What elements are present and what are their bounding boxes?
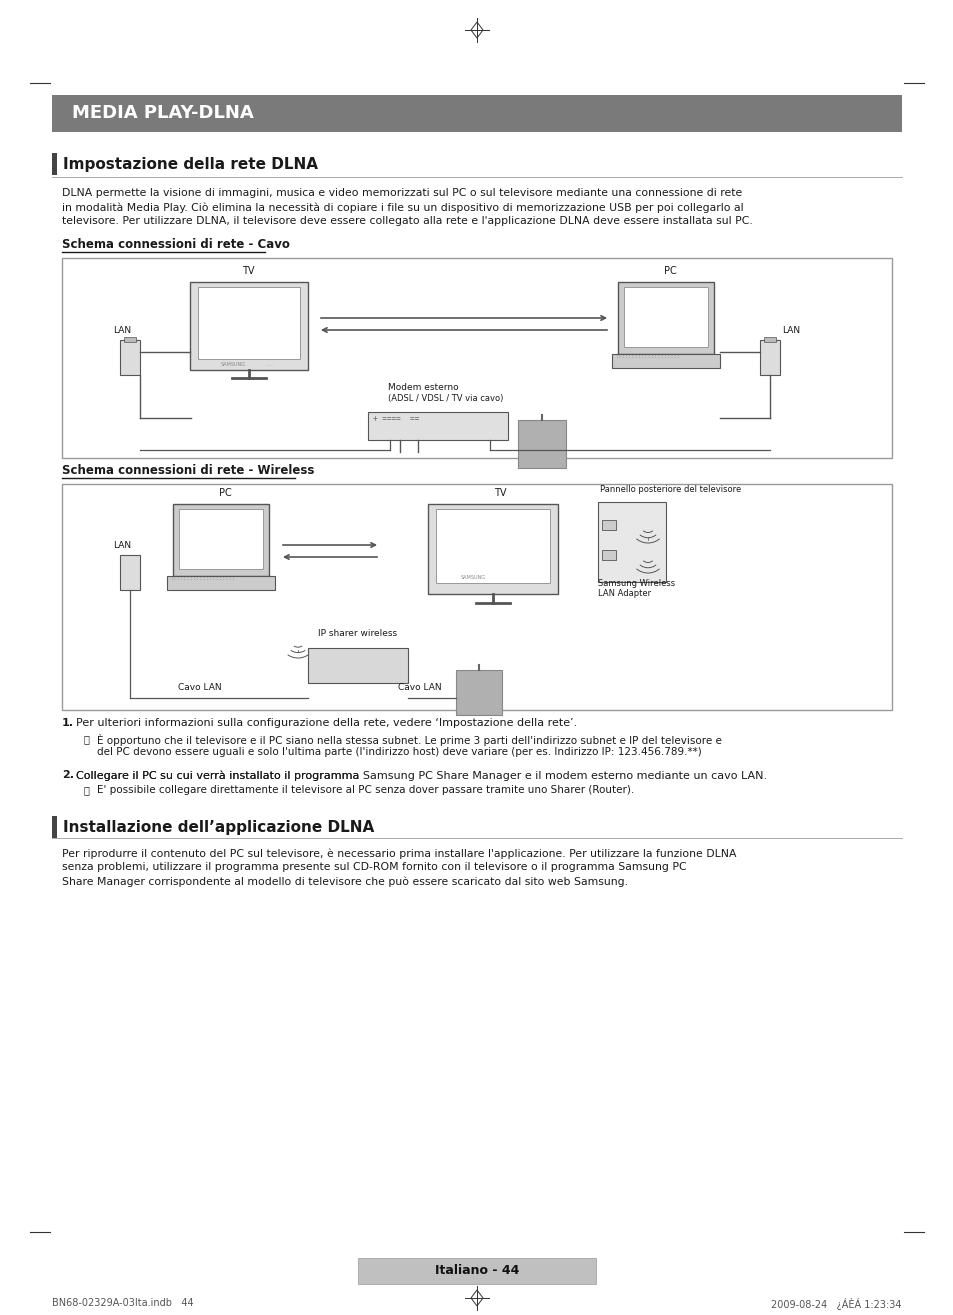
Text: Schema connessioni di rete - Cavo: Schema connessioni di rete - Cavo (62, 238, 290, 251)
Text: IP sharer wireless: IP sharer wireless (318, 629, 397, 638)
Bar (368, 412, 507, 441)
Text: senza problemi, utilizzare il programma presente sul CD-ROM fornito con il telev: senza problemi, utilizzare il programma … (62, 863, 686, 872)
Text: MEDIA PLAY-DLNA: MEDIA PLAY-DLNA (71, 104, 253, 122)
Bar (120, 555, 140, 590)
Text: Italiano - 44: Italiano - 44 (435, 1265, 518, 1277)
Text: in modalità Media Play. Ciò elimina la necessità di copiare i file su un disposi: in modalità Media Play. Ciò elimina la n… (62, 203, 742, 213)
Text: LAN Adapter: LAN Adapter (598, 589, 651, 598)
Text: Cavo LAN: Cavo LAN (178, 682, 221, 692)
Text: Modem esterno: Modem esterno (388, 383, 458, 392)
Text: E' possibile collegare direttamente il televisore al PC senza dover passare tram: E' possibile collegare direttamente il t… (97, 785, 634, 796)
Bar (308, 648, 408, 682)
Bar (172, 504, 269, 576)
Bar (601, 519, 616, 530)
Text: Impostazione della rete DLNA: Impostazione della rete DLNA (63, 156, 317, 171)
Text: Pannello posteriore del televisore: Pannello posteriore del televisore (599, 485, 740, 494)
Text: ------: ------ (266, 363, 274, 367)
Bar (601, 550, 616, 560)
Text: del PC devono essere uguali e solo l'ultima parte (l'indirizzo host) deve variar: del PC devono essere uguali e solo l'ult… (97, 747, 701, 757)
Bar (760, 341, 780, 375)
Bar (179, 509, 263, 569)
Text: SAMSUNG: SAMSUNG (220, 362, 245, 367)
Text: È opportuno che il televisore e il PC siano nella stessa subnet. Le prime 3 part: È opportuno che il televisore e il PC si… (97, 734, 721, 746)
Text: PC: PC (218, 488, 232, 498)
Text: Collegare il PC su cui verrà installato il programma: Collegare il PC su cui verrà installato … (76, 771, 362, 781)
Bar (52, 95, 901, 132)
Bar (167, 576, 274, 590)
Text: PC: PC (663, 266, 676, 276)
Bar (623, 287, 707, 347)
Text: Collegare il PC su cui verrà installato il programma Samsung PC Share Manager e : Collegare il PC su cui verrà installato … (76, 771, 766, 781)
Text: DLNA permette la visione di immagini, musica e video memorizzati sul PC o sul te: DLNA permette la visione di immagini, mu… (62, 188, 741, 199)
Text: televisore. Per utilizzare DLNA, il televisore deve essere collegato alla rete e: televisore. Per utilizzare DLNA, il tele… (62, 216, 752, 226)
Bar (618, 281, 713, 354)
Bar (517, 419, 565, 468)
Bar (62, 258, 891, 458)
Bar (357, 1258, 596, 1283)
Bar (52, 153, 57, 175)
Text: TV: TV (494, 488, 506, 498)
Text: ::::::::::::::::::::: :::::::::::::::::::: (616, 354, 680, 359)
Bar (198, 287, 299, 359)
Bar (763, 337, 775, 342)
Bar (612, 354, 720, 368)
Text: Share Manager corrispondente al modello di televisore che può essere scaricato d: Share Manager corrispondente al modello … (62, 876, 627, 886)
Text: Ⓝ: Ⓝ (84, 734, 90, 744)
Text: Ⓝ: Ⓝ (84, 785, 90, 796)
Text: LAN: LAN (112, 326, 131, 335)
Text: ::::::::::::::::::::: :::::::::::::::::::: (171, 576, 235, 581)
Text: Per ulteriori informazioni sulla configurazione della rete, vedere ‘Impostazione: Per ulteriori informazioni sulla configu… (76, 718, 577, 729)
Text: 2.: 2. (62, 771, 74, 780)
Text: + ====  ==: + ==== == (373, 414, 418, 423)
Bar (62, 484, 891, 710)
Text: LAN: LAN (112, 540, 131, 550)
Text: Samsung Wireless: Samsung Wireless (598, 579, 675, 588)
Text: TV: TV (241, 266, 254, 276)
Bar (598, 502, 665, 583)
Text: Installazione dell’applicazione DLNA: Installazione dell’applicazione DLNA (63, 819, 374, 835)
Text: Schema connessioni di rete - Wireless: Schema connessioni di rete - Wireless (62, 464, 314, 477)
Text: LAN: LAN (781, 326, 800, 335)
Bar (52, 817, 57, 838)
Bar (190, 281, 308, 370)
Text: Per riprodurre il contenuto del PC sul televisore, è necessario prima installare: Per riprodurre il contenuto del PC sul t… (62, 848, 736, 859)
Text: (ADSL / VDSL / TV via cavo): (ADSL / VDSL / TV via cavo) (388, 394, 503, 402)
Bar (428, 504, 558, 594)
Text: 1.: 1. (62, 718, 74, 729)
Text: BN68-02329A-03Ita.indb   44: BN68-02329A-03Ita.indb 44 (52, 1298, 193, 1308)
Bar (436, 509, 550, 583)
Text: Cavo LAN: Cavo LAN (397, 682, 441, 692)
Bar (120, 341, 140, 375)
Text: 2009-08-24   ¿ÁÈÁ 1:23:34: 2009-08-24 ¿ÁÈÁ 1:23:34 (771, 1298, 901, 1310)
Bar (124, 337, 136, 342)
Bar (456, 671, 501, 715)
Text: SAMSUNG: SAMSUNG (460, 575, 485, 580)
